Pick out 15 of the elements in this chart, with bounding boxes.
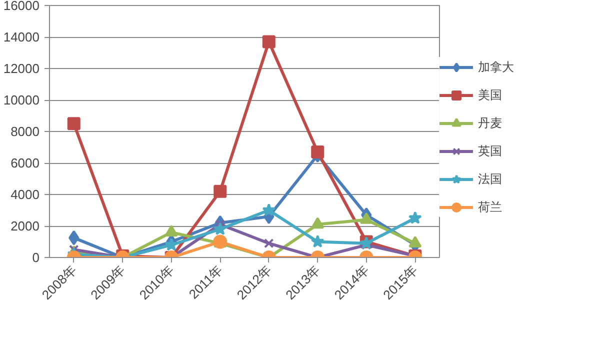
y-tick-label: 10000 <box>3 92 40 108</box>
y-tick-label: 4000 <box>10 187 40 202</box>
y-tick-label: 8000 <box>10 124 40 139</box>
legend-label: 加拿大 <box>478 58 514 76</box>
y-tick-label: 0 <box>32 250 40 265</box>
y-tick-label: 16000 <box>3 0 40 13</box>
legend-label: 法国 <box>478 170 502 188</box>
y-tick-label: 12000 <box>3 61 40 76</box>
y-tick-label: 2000 <box>10 218 40 234</box>
y-tick-label: 6000 <box>10 156 40 170</box>
legend-label: 丹麦 <box>478 114 502 132</box>
legend-label: 荷兰 <box>478 198 502 216</box>
legend-label: 美国 <box>478 86 502 104</box>
y-tick-label: 14000 <box>3 30 40 44</box>
legend-label: 英国 <box>478 142 502 160</box>
